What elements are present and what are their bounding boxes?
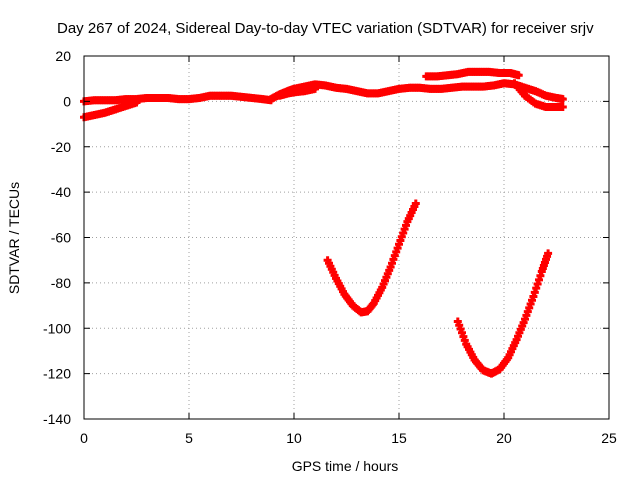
data-point — [558, 103, 567, 112]
data-point — [558, 95, 567, 104]
data-point — [132, 98, 141, 107]
data-points — [80, 67, 567, 378]
y-tick-label: -100 — [43, 320, 71, 336]
x-tick-label: 15 — [391, 430, 407, 446]
x-tick-label: 20 — [496, 430, 512, 446]
y-tick-label: -20 — [51, 139, 71, 155]
x-tick-label: 10 — [286, 430, 302, 446]
y-tick-label: 0 — [63, 93, 71, 109]
y-tick-label: -140 — [43, 411, 71, 427]
axes: 0 5 10 15 20 25 -140 -120 -100 -80 -60 -40 -20 0 20 — [43, 48, 617, 446]
plot-frame — [83, 55, 610, 420]
y-axis-label: SDTVAR / TECUs — [6, 182, 22, 294]
y-tick-label: -60 — [51, 230, 71, 246]
x-tick-label: 25 — [601, 430, 617, 446]
data-point — [311, 84, 319, 93]
data-point — [514, 71, 523, 80]
data-point — [411, 199, 420, 208]
y-tick-label: -120 — [43, 366, 71, 382]
x-tick-label: 5 — [185, 430, 193, 446]
y-tick-label: -80 — [51, 275, 71, 291]
y-tick-label: -40 — [51, 184, 71, 200]
grid-lines — [84, 56, 609, 419]
x-tick-label: 0 — [80, 430, 88, 446]
data-point — [544, 249, 553, 258]
chart-title: Day 267 of 2024, Sidereal Day-to-day VTE… — [57, 20, 594, 37]
x-axis-label: GPS time / hours — [292, 458, 399, 474]
y-tick-label: 20 — [55, 48, 71, 64]
